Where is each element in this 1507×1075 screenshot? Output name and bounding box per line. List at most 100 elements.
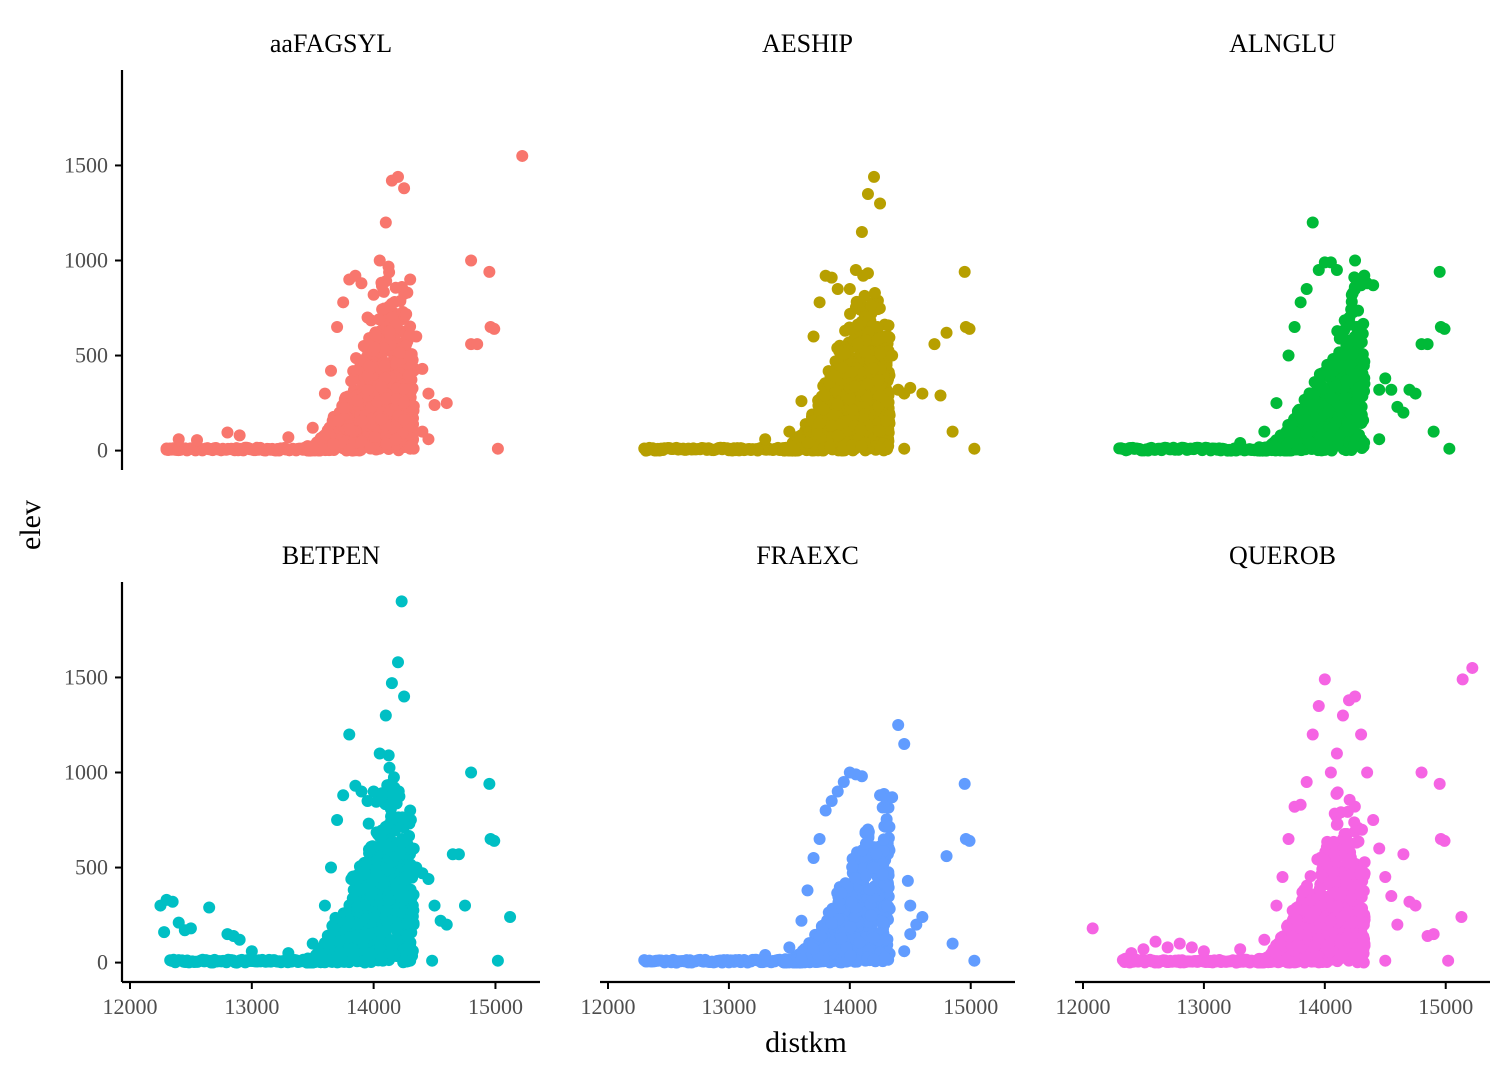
data-point <box>940 326 953 339</box>
data-point <box>374 925 387 938</box>
data-point <box>1317 382 1330 395</box>
data-point <box>375 279 388 292</box>
data-point <box>1329 380 1342 393</box>
x-tick-label: 15000 <box>943 994 998 1019</box>
data-point <box>396 883 409 896</box>
data-point <box>361 369 374 382</box>
data-point <box>1330 264 1343 276</box>
y-axis-title: elev <box>14 500 47 550</box>
data-point <box>934 389 947 402</box>
data-point <box>1325 392 1338 405</box>
data-point <box>158 926 171 939</box>
data-point <box>946 425 959 438</box>
data-point <box>160 443 173 456</box>
data-point <box>483 777 496 790</box>
data-point <box>516 149 529 162</box>
data-point <box>375 953 388 966</box>
data-point <box>465 254 478 267</box>
data-point <box>844 307 857 320</box>
data-point <box>410 330 423 343</box>
y-tick-label: 500 <box>75 343 108 368</box>
data-point <box>795 395 808 408</box>
data-point <box>1282 349 1295 362</box>
dense-point-cloud <box>164 749 420 969</box>
data-point <box>401 929 414 942</box>
facet-title: BETPEN <box>282 541 380 570</box>
data-point <box>1443 442 1456 455</box>
data-point <box>375 413 388 426</box>
data-point <box>1397 406 1410 419</box>
data-point <box>407 842 420 855</box>
data-point <box>282 431 295 444</box>
x-tick-label: 13000 <box>701 994 756 1019</box>
data-point <box>886 349 899 362</box>
data-point <box>319 428 332 441</box>
data-point <box>813 417 826 430</box>
data-point <box>818 389 831 402</box>
data-point <box>880 330 893 343</box>
data-point <box>1306 216 1319 229</box>
data-point <box>416 362 429 375</box>
data-point <box>1409 387 1422 400</box>
data-point <box>1336 330 1349 343</box>
data-point <box>854 424 867 437</box>
y-tick-label: 1500 <box>64 664 108 689</box>
data-point <box>1234 436 1247 449</box>
data-point <box>329 911 342 924</box>
data-point <box>459 899 471 912</box>
data-point <box>191 434 203 447</box>
data-point <box>325 861 337 874</box>
x-tick-label: 13000 <box>224 994 279 1019</box>
data-point <box>916 387 929 400</box>
data-point <box>428 398 441 411</box>
data-point <box>968 442 981 455</box>
data-point <box>392 785 405 798</box>
data-point <box>337 296 350 309</box>
data-point <box>849 264 862 276</box>
data-point <box>1357 359 1370 372</box>
data-point <box>807 330 820 343</box>
data-point <box>963 322 976 335</box>
data-point <box>398 413 411 426</box>
data-point <box>783 425 796 438</box>
data-point <box>373 747 386 760</box>
data-point <box>407 904 420 917</box>
data-point <box>488 834 501 847</box>
data-point <box>851 337 864 350</box>
data-point <box>331 321 344 334</box>
x-tick-label: 14000 <box>346 994 401 1019</box>
data-point <box>383 893 396 906</box>
x-axis-title: distkm <box>765 1026 847 1059</box>
data-point <box>394 295 407 308</box>
data-point <box>345 375 358 388</box>
data-point <box>172 433 185 446</box>
data-point <box>855 440 868 453</box>
data-point <box>400 308 413 321</box>
data-point <box>422 387 435 400</box>
data-point <box>483 265 496 278</box>
data-point <box>831 429 844 442</box>
data-point <box>843 283 856 296</box>
data-point <box>362 843 375 856</box>
data-point <box>355 435 368 448</box>
data-point <box>843 393 856 406</box>
data-point <box>397 396 410 409</box>
data-point <box>379 709 392 722</box>
data-point <box>873 389 886 402</box>
data-point <box>1322 404 1335 417</box>
data-point <box>883 820 896 833</box>
data-point <box>315 948 328 961</box>
data-point <box>318 387 331 400</box>
data-point <box>759 433 772 446</box>
data-point <box>850 295 863 308</box>
data-point <box>397 383 410 396</box>
data-point <box>356 414 369 427</box>
y-tick-label: 1500 <box>64 152 108 177</box>
data-point <box>378 876 391 889</box>
data-point <box>1271 442 1284 455</box>
data-point <box>343 728 356 741</box>
data-point <box>393 346 406 359</box>
data-point <box>1294 296 1307 309</box>
data-point <box>1288 321 1301 334</box>
